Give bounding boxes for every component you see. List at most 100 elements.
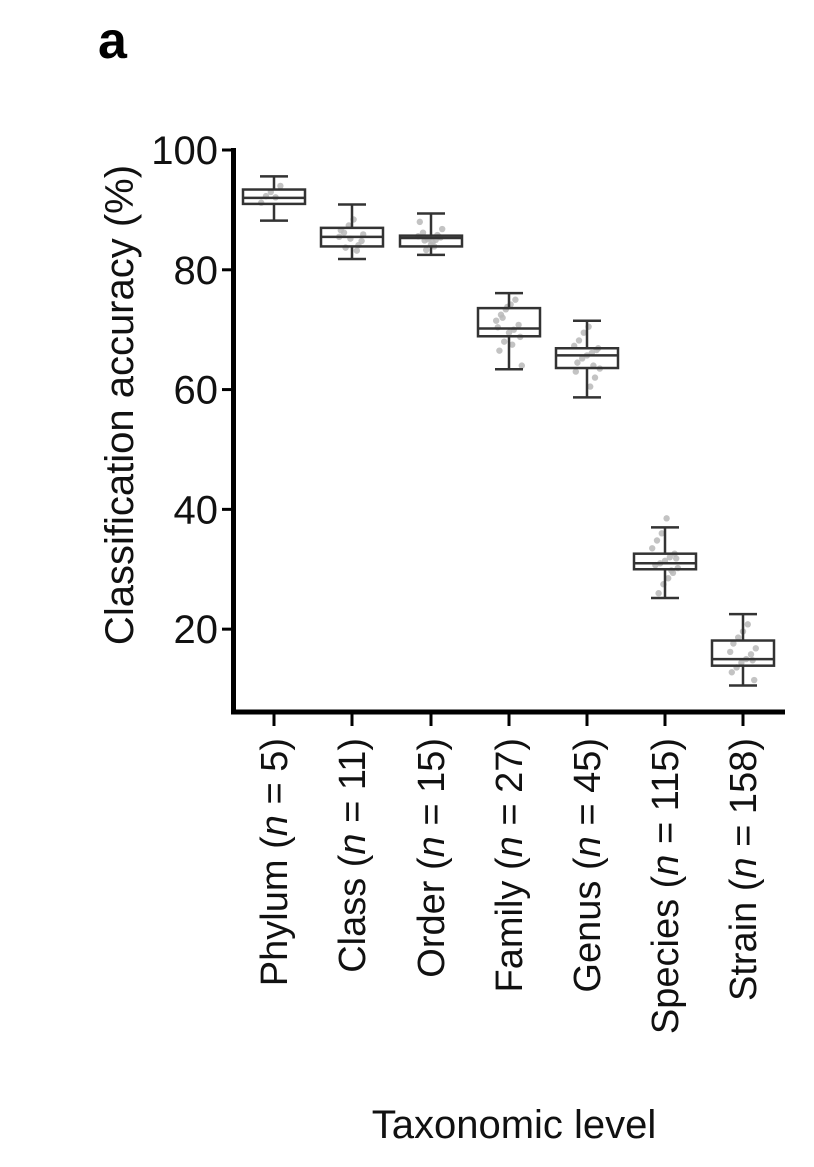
iqr-box	[398, 234, 464, 248]
box-strain	[710, 612, 776, 687]
data-point	[728, 669, 735, 676]
data-point	[735, 634, 742, 641]
category-n-open: (	[645, 875, 687, 888]
data-point	[666, 554, 673, 561]
x-tick-label-strain: Strain (n = 158)	[723, 738, 765, 1001]
data-point	[751, 676, 758, 684]
x-tick-label-genus: Genus (n = 45)	[567, 738, 609, 993]
category-n-count: = 158)	[723, 738, 765, 857]
box-class	[319, 203, 385, 261]
category-name: Class	[332, 867, 374, 973]
category-name: Phylum	[254, 849, 296, 986]
category-n-count: = 15)	[411, 738, 453, 836]
data-point	[518, 362, 525, 369]
category-n-symbol: n	[567, 836, 609, 857]
data-point	[416, 218, 423, 226]
category-n-open: (	[254, 836, 296, 849]
category-n-count: = 45)	[567, 738, 609, 836]
y-tick-label: 60	[174, 369, 219, 413]
data-point	[574, 359, 581, 366]
data-point	[727, 648, 734, 656]
data-point	[572, 368, 579, 375]
iqr-box	[554, 346, 620, 370]
category-n-symbol: n	[723, 857, 765, 878]
data-point	[665, 575, 672, 582]
box-species	[632, 526, 698, 600]
data-point	[501, 338, 508, 345]
data-point	[499, 314, 506, 321]
category-name: Genus	[567, 870, 609, 993]
data-point	[509, 341, 516, 348]
data-point	[738, 659, 745, 666]
y-tick-label: 40	[174, 488, 219, 532]
box-order	[398, 212, 464, 257]
data-point	[663, 515, 670, 522]
data-point	[747, 651, 755, 658]
iqr-box	[632, 552, 698, 571]
data-point	[579, 355, 586, 362]
x-tick-label-order: Order (n = 15)	[411, 738, 453, 978]
data-point	[419, 229, 427, 236]
category-n-open: (	[723, 878, 765, 891]
data-point	[752, 645, 759, 652]
box-genus	[554, 319, 620, 399]
category-name: Species	[645, 888, 687, 1034]
data-point	[591, 374, 599, 381]
category-name: Strain	[723, 891, 765, 1001]
data-point	[730, 640, 737, 647]
iqr-box	[710, 639, 776, 667]
x-axis-ticks: Phylum (n = 5)Class (n = 11)Order (n = 1…	[254, 714, 765, 1034]
y-tick-label: 100	[151, 129, 218, 173]
category-n-symbol: n	[645, 855, 687, 876]
y-tick-label: 20	[174, 608, 219, 652]
data-point	[587, 383, 594, 390]
x-tick-label-class: Class (n = 11)	[332, 738, 374, 973]
boxes-layer	[241, 175, 776, 687]
data-point	[423, 246, 430, 254]
category-n-open: (	[489, 857, 531, 870]
plot-area	[241, 175, 776, 687]
data-point	[658, 530, 665, 537]
category-n-open: (	[332, 854, 374, 867]
y-axis-ticks: 20 40 60 80 100	[151, 129, 233, 652]
category-n-open: (	[411, 857, 453, 870]
data-point	[439, 225, 446, 233]
x-axis-title: Taxonomic level	[372, 1103, 657, 1147]
data-point	[496, 347, 503, 354]
data-point	[655, 590, 662, 597]
category-n-symbol: n	[254, 815, 296, 836]
y-tick-label: 80	[174, 249, 219, 293]
y-axis-title: Classification accuracy (%)	[98, 165, 142, 645]
category-name: Order	[411, 870, 453, 978]
x-tick-label-phylum: Phylum (n = 5)	[254, 738, 296, 986]
panel-label: a	[98, 12, 128, 70]
data-point	[673, 555, 680, 562]
category-name: Family	[489, 870, 531, 992]
category-n-symbol: n	[411, 836, 453, 857]
x-tick-label-family: Family (n = 27)	[489, 738, 531, 992]
box-family	[476, 291, 542, 371]
category-n-symbol: n	[332, 833, 374, 854]
data-point	[353, 247, 360, 254]
category-n-count: = 11)	[332, 738, 374, 833]
category-n-count: = 115)	[645, 738, 687, 855]
data-point	[505, 329, 513, 336]
iqr-box	[476, 306, 542, 338]
data-point	[649, 545, 656, 552]
box-phylum	[241, 175, 307, 222]
data-point	[277, 182, 284, 190]
category-n-open: (	[567, 857, 609, 870]
category-n-symbol: n	[489, 836, 531, 857]
jitter-points-layer	[258, 182, 759, 684]
data-point	[512, 296, 519, 303]
data-point	[653, 537, 661, 544]
data-point	[515, 321, 522, 329]
data-point	[575, 337, 583, 344]
category-n-count: = 27)	[489, 738, 531, 836]
data-point	[744, 621, 751, 628]
x-tick-label-species: Species (n = 115)	[645, 738, 687, 1034]
data-point	[580, 329, 587, 336]
category-n-count: = 5)	[254, 738, 296, 815]
data-point	[493, 317, 500, 324]
